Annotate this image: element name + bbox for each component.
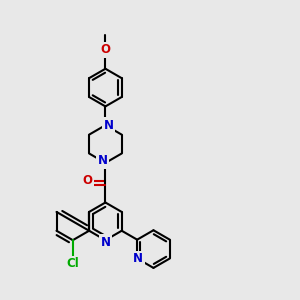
Text: O: O: [100, 44, 110, 56]
Text: N: N: [98, 154, 107, 167]
Text: N: N: [133, 252, 143, 265]
Text: N: N: [100, 236, 110, 249]
Text: N: N: [103, 119, 113, 132]
Text: Cl: Cl: [66, 257, 79, 270]
Text: O: O: [82, 174, 93, 187]
